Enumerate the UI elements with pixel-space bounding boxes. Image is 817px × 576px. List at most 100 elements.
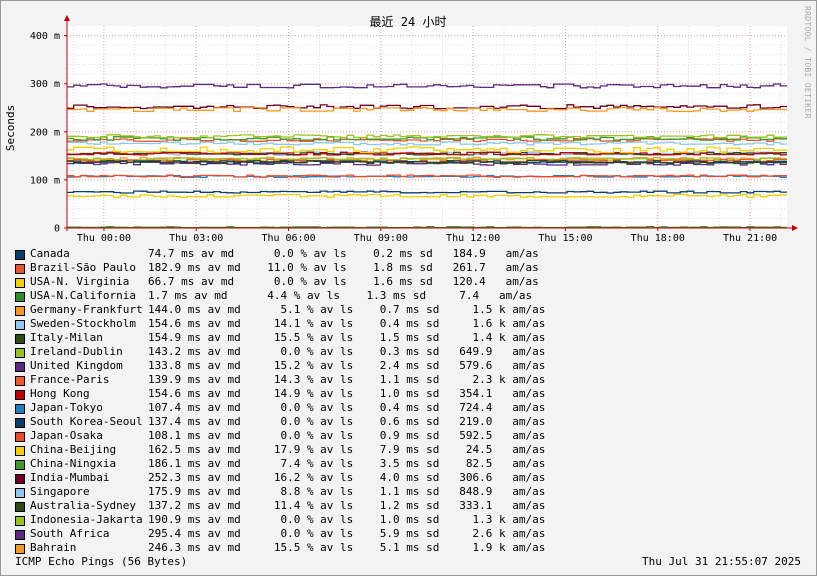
legend-row: Germany-Frankfurt 144.0 ms av md 5.1 % av…	[15, 303, 635, 317]
series-line	[67, 159, 787, 165]
series-line	[67, 104, 787, 110]
x-tick-label: Thu 21:00	[723, 233, 777, 244]
legend-swatch	[15, 488, 25, 498]
legend-label: Indonesia-Jakarta	[30, 513, 143, 526]
legend-row: Canada 74.7 ms av md 0.0 % av ls 0.2 ms s…	[15, 247, 635, 261]
legend-stats: 162.5 ms av md 17.9 % av ls 7.9 ms sd 24…	[148, 443, 546, 456]
series-line	[67, 151, 787, 156]
legend-row: France-Paris 139.9 ms av md 14.3 % av ls …	[15, 373, 635, 387]
last-update-timestamp: Thu Jul 31 21:55:07 2025	[642, 555, 801, 568]
legend-row: Hong Kong 154.6 ms av md 14.9 % av ls 1.0…	[15, 387, 635, 401]
legend-label: United Kingdom	[30, 359, 123, 372]
legend-row: China-Ningxia 186.1 ms av md 7.4 % av ls …	[15, 457, 635, 471]
legend-stats: 137.2 ms av md 11.4 % av ls 1.2 ms sd 33…	[148, 499, 546, 512]
legend-label: China-Ningxia	[30, 457, 117, 470]
legend-stats: 143.2 ms av md 0.0 % av ls 0.3 ms sd 649…	[148, 345, 546, 358]
legend-label: South Korea-Seoul	[30, 415, 143, 428]
x-tick-label: Thu 09:00	[354, 233, 408, 244]
x-tick-label: Thu 00:00	[77, 233, 131, 244]
legend-label: Australia-Sydney	[30, 499, 136, 512]
series-line	[67, 157, 787, 162]
legend-swatch	[15, 446, 25, 456]
legend-stats: 107.4 ms av md 0.0 % av ls 0.4 ms sd 724…	[148, 401, 546, 414]
y-tick-label: 300 m	[30, 79, 60, 90]
legend-swatch	[15, 250, 25, 260]
x-axis-arrow	[792, 225, 798, 231]
legend-swatch	[15, 418, 25, 428]
legend-stats: 137.4 ms av md 0.0 % av ls 0.6 ms sd 219…	[148, 415, 546, 428]
legend-stats: 246.3 ms av md 15.5 % av ls 5.1 ms sd 1.…	[148, 541, 546, 554]
legend-row: Italy-Milan 154.9 ms av md 15.5 % av ls 1…	[15, 331, 635, 345]
x-tick-label: Thu 12:00	[446, 233, 500, 244]
legend-row: Indonesia-Jakarta 190.9 ms av md 0.0 % av…	[15, 513, 635, 527]
legend-label: India-Mumbai	[30, 471, 110, 484]
legend-swatch	[15, 334, 25, 344]
legend-label: Canada	[30, 247, 70, 260]
legend-row: Bahrain 246.3 ms av md 15.5 % av ls 5.1 m…	[15, 541, 635, 555]
legend-label: Bahrain	[30, 541, 77, 554]
legend-label: South Africa	[30, 527, 110, 540]
y-axis-arrow	[64, 15, 70, 21]
y-tick-label: 400 m	[30, 31, 60, 42]
legend-row: Brazil-São Paulo 182.9 ms av md 11.0 % av…	[15, 261, 635, 275]
legend-stats: 144.0 ms av md 5.1 % av ls 0.7 ms sd 1.5…	[148, 303, 546, 316]
series-line	[67, 146, 787, 154]
legend-label: Brazil-São Paulo	[30, 261, 136, 274]
series-line	[67, 83, 787, 89]
series-line	[67, 190, 787, 194]
x-tick-label: Thu 18:00	[631, 233, 685, 244]
legend-row: Sweden-Stockholm 154.6 ms av md 14.1 % av…	[15, 317, 635, 331]
plot-area	[67, 26, 787, 228]
legend-label: Hong Kong	[30, 387, 90, 400]
legend-swatch	[15, 264, 25, 274]
legend-stats: 108.1 ms av md 0.0 % av ls 0.9 ms sd 592…	[148, 429, 546, 442]
legend-swatch	[15, 530, 25, 540]
legend-label: Japan-Osaka	[30, 429, 103, 442]
legend-label: Singapore	[30, 485, 90, 498]
legend-row: India-Mumbai 252.3 ms av md 16.2 % av ls …	[15, 471, 635, 485]
x-tick-label: Thu 15:00	[538, 233, 592, 244]
legend-swatch	[15, 320, 25, 330]
legend-swatch	[15, 292, 25, 302]
legend-swatch	[15, 404, 25, 414]
legend-label: Germany-Frankfurt	[30, 303, 143, 316]
series-line	[67, 106, 787, 113]
legend-label: Ireland-Dublin	[30, 345, 123, 358]
legend-row: Japan-Osaka 108.1 ms av md 0.0 % av ls 0.…	[15, 429, 635, 443]
legend-stats: 154.6 ms av md 14.9 % av ls 1.0 ms sd 35…	[148, 387, 546, 400]
legend-stats: 1.7 ms av md 4.4 % av ls 1.3 ms sd 7.4 a…	[148, 289, 533, 302]
legend-row: Singapore 175.9 ms av md 8.8 % av ls 1.1 …	[15, 485, 635, 499]
legend-row: South Africa 295.4 ms av md 0.0 % av ls 5…	[15, 527, 635, 541]
legend-row: USA-N. Virginia 66.7 ms av md 0.0 % av ls…	[15, 275, 635, 289]
legend-row: Japan-Tokyo 107.4 ms av md 0.0 % av ls 0.…	[15, 401, 635, 415]
legend-swatch	[15, 348, 25, 358]
legend-swatch	[15, 516, 25, 526]
legend-stats: 133.8 ms av md 15.2 % av ls 2.4 ms sd 57…	[148, 359, 546, 372]
legend-label: USA-N. Virginia	[30, 275, 130, 288]
legend-stats: 190.9 ms av md 0.0 % av ls 1.0 ms sd 1.3…	[148, 513, 546, 526]
legend-row: United Kingdom 133.8 ms av md 15.2 % av l…	[15, 359, 635, 373]
chart-plot: Thu 00:00 Thu 03:00 Thu 06:00 Thu 09:00 Thu …	[4, 15, 798, 244]
legend-stats: 154.9 ms av md 15.5 % av ls 1.5 ms sd 1.…	[148, 331, 546, 344]
series-line	[67, 151, 787, 156]
legend-stats: 74.7 ms av md 0.0 % av ls 0.2 ms sd 184.…	[148, 247, 539, 260]
legend-row: USA-N.California 1.7 ms av md 4.4 % av ls…	[15, 289, 635, 303]
legend-swatch	[15, 306, 25, 316]
y-tick-label: 100 m	[30, 175, 60, 186]
rrdtool-watermark: RRDTOOL / TOBI OETIKER	[803, 6, 812, 119]
legend-label: France-Paris	[30, 373, 110, 386]
legend-row: China-Beijing 162.5 ms av md 17.9 % av ls…	[15, 443, 635, 457]
y-axis-label: Seconds	[4, 105, 17, 151]
legend-stats: 154.6 ms av md 14.1 % av ls 0.4 ms sd 1.…	[148, 317, 546, 330]
legend-row: Ireland-Dublin 143.2 ms av md 0.0 % av ls…	[15, 345, 635, 359]
legend-swatch	[15, 474, 25, 484]
legend-swatch	[15, 278, 25, 288]
x-tick-label: Thu 06:00	[261, 233, 315, 244]
series-line	[67, 134, 787, 139]
legend-swatch	[15, 460, 25, 470]
y-tick-label: 0	[54, 224, 60, 235]
legend-swatch	[15, 362, 25, 372]
legend-label: Sweden-Stockholm	[30, 317, 136, 330]
legend-stats: 66.7 ms av md 0.0 % av ls 1.6 ms sd 120.…	[148, 275, 539, 288]
legend-stats: 186.1 ms av md 7.4 % av ls 3.5 ms sd 82.…	[148, 457, 546, 470]
